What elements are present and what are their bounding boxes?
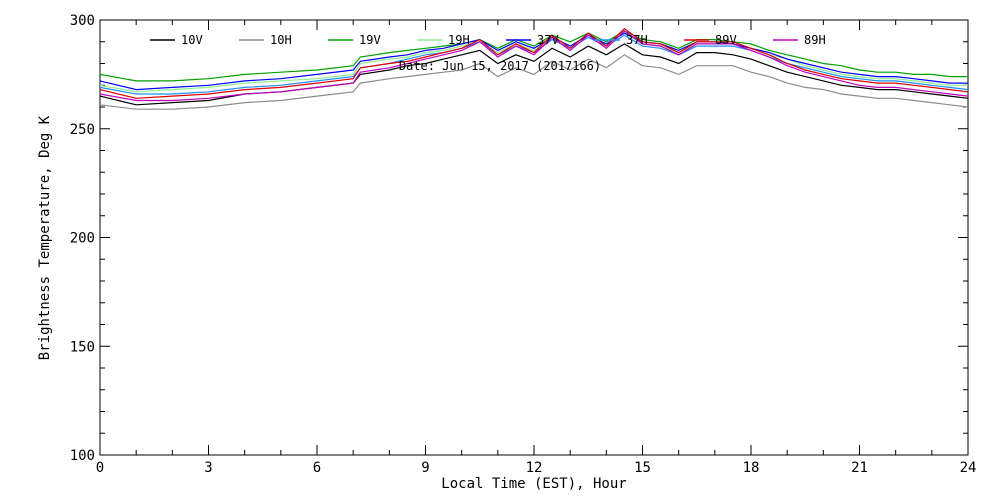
series-line-19v	[99, 30, 968, 82]
legend-label-89v: 89V	[715, 33, 737, 47]
x-tick-label: 9	[421, 460, 429, 476]
y-tick-label: 150	[70, 339, 95, 355]
legend-label-19h: 19H	[448, 33, 470, 47]
y-tick-label: 100	[70, 448, 95, 464]
x-tick-label: 0	[96, 460, 104, 476]
y-axis-title: Brightness Temperature, Deg K	[37, 115, 53, 360]
axis-tick-labels: 0 3 6 9 12 15 18 21 24 100 150 200 250 300	[70, 13, 977, 476]
x-tick-label: 18	[743, 460, 760, 476]
series-line-10h	[99, 54, 969, 110]
legend-label-37h: 37H	[626, 33, 648, 47]
x-axis-title: Local Time (EST), Hour	[441, 476, 626, 492]
legend: 10V 10H 19V 19H 37V 37H 89V 89H	[150, 33, 826, 47]
y-tick-label: 200	[70, 231, 95, 247]
y-tick-label: 250	[70, 122, 95, 138]
legend-label-19v: 19V	[359, 33, 381, 47]
x-tick-label: 6	[313, 460, 321, 476]
y-tick-label: 300	[70, 13, 95, 29]
x-tick-label: 15	[634, 460, 651, 476]
legend-label-89h: 89H	[804, 33, 826, 47]
series-line-89h	[99, 30, 969, 102]
x-tick-label: 24	[960, 460, 977, 476]
legend-label-37v: 37V	[537, 33, 559, 47]
x-tick-label: 12	[526, 460, 543, 476]
legend-label-10h: 10H	[270, 33, 292, 47]
axis-ticks	[99, 19, 969, 456]
x-tick-label: 3	[204, 460, 212, 476]
chart-annotation: Date: Jun 15, 2017 (2017166)	[399, 59, 601, 73]
x-tick-label: 21	[851, 460, 868, 476]
legend-label-10v: 10V	[181, 33, 203, 47]
